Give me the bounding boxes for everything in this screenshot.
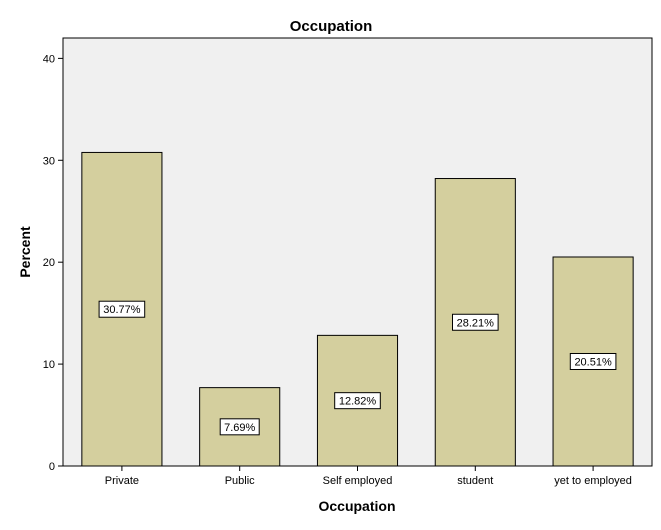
data-label: 7.69% — [224, 422, 255, 434]
data-label-box — [334, 392, 381, 410]
y-tick-label: 30 — [43, 155, 55, 167]
y-tick-label: 10 — [43, 359, 55, 371]
x-axis: Private Public Self employed student yet to … — [105, 466, 632, 487]
chart-title: Occupation — [290, 18, 373, 35]
data-label: 12.82% — [339, 396, 377, 408]
bars-group: 30.77% 7.69% 12.82% 28.21% 20.51% — [81, 151, 634, 467]
data-label: 28.21% — [457, 317, 495, 329]
data-label-box — [452, 313, 499, 331]
y-axis-title: Percent — [17, 226, 33, 278]
y-tick-label: 20 — [43, 257, 55, 269]
x-tick-label: Self employed — [323, 475, 393, 487]
x-axis-title: Occupation — [318, 498, 395, 514]
y-axis: 0 10 20 30 40 — [43, 53, 63, 473]
data-label: 30.77% — [103, 304, 141, 316]
x-tick-label: student — [457, 475, 493, 487]
x-tick-label: Public — [225, 475, 255, 487]
y-tick-label: 40 — [43, 53, 55, 65]
x-tick-label: Private — [105, 475, 139, 487]
x-tick-label: yet to employed — [554, 475, 632, 487]
y-tick-label: 0 — [49, 461, 55, 473]
data-label: 20.51% — [574, 356, 612, 368]
data-label-box — [569, 352, 617, 370]
data-label-box — [219, 418, 260, 436]
data-label-box — [98, 300, 146, 318]
